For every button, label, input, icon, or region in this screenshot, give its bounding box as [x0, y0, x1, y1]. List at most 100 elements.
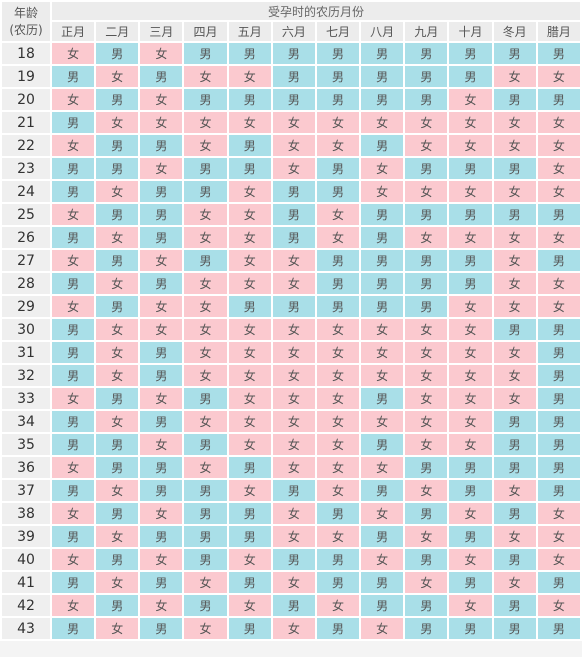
girl-cell: 女 [493, 250, 536, 271]
girl-cell: 女 [493, 66, 536, 87]
boy-cell: 男 [361, 273, 404, 294]
boy-cell: 男 [493, 549, 536, 570]
girl-cell: 女 [184, 365, 227, 386]
boy-cell: 男 [140, 342, 183, 363]
girl-cell: 女 [272, 526, 315, 547]
age-label: 37 [2, 480, 50, 501]
girl-cell: 女 [140, 434, 183, 455]
girl-cell: 女 [272, 618, 315, 639]
girl-cell: 女 [537, 227, 580, 248]
boy-cell: 男 [316, 572, 360, 593]
girl-cell: 女 [537, 503, 580, 524]
table-row: 36 女男男女男女女女男男男男 [2, 457, 580, 478]
age-column-header: 年龄 (农历) [2, 2, 50, 41]
boy-cell: 男 [361, 204, 404, 225]
girl-cell: 女 [272, 365, 315, 386]
boy-cell: 男 [184, 480, 227, 501]
table-row: 26 男女男女女男女男女女女女 [2, 227, 580, 248]
girl-cell: 女 [52, 595, 95, 616]
girl-cell: 女 [449, 365, 492, 386]
age-label: 30 [2, 319, 50, 340]
boy-cell: 男 [228, 618, 271, 639]
boy-cell: 男 [272, 595, 315, 616]
girl-cell: 女 [361, 158, 404, 179]
boy-cell: 男 [537, 204, 580, 225]
boy-cell: 男 [361, 227, 404, 248]
girl-cell: 女 [96, 480, 139, 501]
boy-cell: 男 [272, 480, 315, 501]
boy-cell: 男 [449, 618, 492, 639]
boy-cell: 男 [537, 43, 580, 64]
boy-cell: 男 [405, 89, 448, 110]
boy-cell: 男 [361, 135, 404, 156]
boy-cell: 男 [405, 273, 448, 294]
boy-cell: 男 [316, 89, 360, 110]
girl-cell: 女 [405, 434, 448, 455]
boy-cell: 男 [405, 503, 448, 524]
girl-cell: 女 [52, 43, 95, 64]
age-label: 22 [2, 135, 50, 156]
age-label: 39 [2, 526, 50, 547]
girl-cell: 女 [272, 135, 315, 156]
boy-cell: 男 [537, 365, 580, 386]
boy-cell: 男 [537, 89, 580, 110]
boy-cell: 男 [493, 89, 536, 110]
boy-cell: 男 [272, 549, 315, 570]
boy-cell: 男 [449, 204, 492, 225]
girl-cell: 女 [52, 89, 95, 110]
boy-cell: 男 [96, 43, 139, 64]
table-row: 30 男女女女女女女女女女男男 [2, 319, 580, 340]
boy-cell: 男 [272, 89, 315, 110]
girl-cell: 女 [140, 112, 183, 133]
boy-cell: 男 [537, 618, 580, 639]
boy-cell: 男 [537, 572, 580, 593]
girl-cell: 女 [272, 411, 315, 432]
boy-cell: 男 [96, 250, 139, 271]
month-header: 七月 [316, 22, 360, 41]
girl-cell: 女 [449, 434, 492, 455]
girl-cell: 女 [405, 319, 448, 340]
month-header: 四月 [184, 22, 227, 41]
boy-cell: 男 [316, 181, 360, 202]
girl-cell: 女 [361, 503, 404, 524]
girl-cell: 女 [405, 526, 448, 547]
boy-cell: 男 [361, 43, 404, 64]
boy-cell: 男 [316, 549, 360, 570]
girl-cell: 女 [316, 342, 360, 363]
boy-cell: 男 [493, 43, 536, 64]
girl-cell: 女 [449, 135, 492, 156]
girl-cell: 女 [449, 411, 492, 432]
girl-cell: 女 [537, 526, 580, 547]
girl-cell: 女 [405, 342, 448, 363]
boy-cell: 男 [140, 457, 183, 478]
girl-cell: 女 [228, 480, 271, 501]
boy-cell: 男 [537, 319, 580, 340]
boy-cell: 男 [184, 43, 227, 64]
month-header: 三月 [140, 22, 183, 41]
age-label: 19 [2, 66, 50, 87]
boy-cell: 男 [184, 434, 227, 455]
girl-cell: 女 [184, 457, 227, 478]
girl-cell: 女 [537, 112, 580, 133]
boy-cell: 男 [449, 43, 492, 64]
boy-cell: 男 [228, 457, 271, 478]
girl-cell: 女 [316, 319, 360, 340]
boy-cell: 男 [361, 480, 404, 501]
boy-cell: 男 [537, 411, 580, 432]
age-label: 36 [2, 457, 50, 478]
boy-cell: 男 [140, 66, 183, 87]
age-label: 21 [2, 112, 50, 133]
girl-cell: 女 [272, 112, 315, 133]
age-label: 43 [2, 618, 50, 639]
girl-cell: 女 [272, 319, 315, 340]
girl-cell: 女 [449, 181, 492, 202]
girl-cell: 女 [272, 158, 315, 179]
month-group-header: 受孕时的农历月份 [52, 2, 580, 20]
boy-cell: 男 [52, 365, 95, 386]
girl-cell: 女 [52, 296, 95, 317]
girl-cell: 女 [184, 204, 227, 225]
month-header-row: 正月 二月 三月 四月 五月 六月 七月 八月 九月 十月 冬月 腊月 [2, 22, 580, 41]
girl-cell: 女 [96, 112, 139, 133]
girl-cell: 女 [272, 503, 315, 524]
girl-cell: 女 [316, 457, 360, 478]
